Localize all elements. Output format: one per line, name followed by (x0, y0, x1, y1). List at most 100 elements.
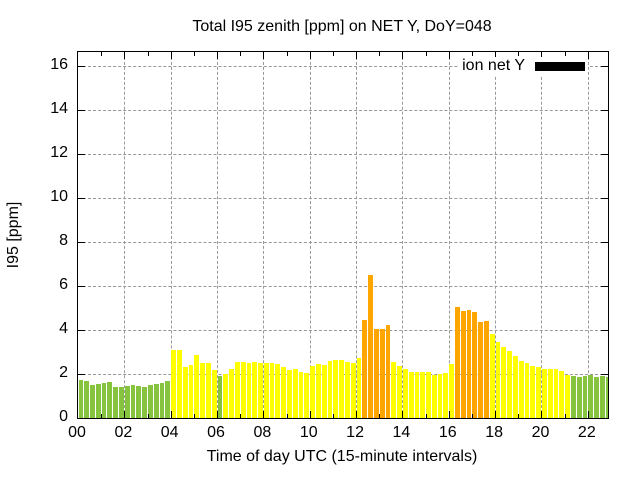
x-tick-mark (587, 52, 589, 59)
bar (339, 359, 344, 418)
bar (263, 363, 269, 418)
bar (327, 360, 333, 418)
bar (90, 385, 95, 418)
y-tick-mark (78, 198, 85, 199)
x-tick-mark (170, 52, 172, 59)
bar (501, 346, 507, 418)
bar (541, 368, 547, 418)
bar (397, 366, 402, 418)
y-tick-label: 6 (59, 276, 68, 293)
chart-title: Total I95 zenith [ppm] on NET Y, DoY=048 (192, 18, 492, 35)
bar (449, 364, 455, 418)
bar (95, 383, 101, 418)
bar (443, 372, 449, 418)
x-tick-mark (495, 411, 497, 418)
x-tick-label: 20 (531, 424, 550, 441)
x-tick-mark (240, 414, 242, 418)
bar (200, 363, 205, 418)
bar (240, 361, 246, 418)
bar (408, 371, 414, 418)
y-tick-mark (601, 374, 608, 375)
x-tick-mark (564, 414, 566, 418)
x-tick-mark (101, 52, 103, 56)
bar (188, 365, 194, 418)
bar (142, 387, 147, 418)
x-tick-mark (217, 411, 219, 418)
bar (345, 361, 350, 418)
bar (368, 275, 373, 418)
gridline-y (78, 198, 608, 199)
bar (113, 387, 119, 418)
y-tick-label: 0 (59, 408, 68, 425)
y-tick-mark (78, 110, 85, 111)
gridline-x (217, 52, 219, 418)
bar (159, 382, 165, 418)
bar (246, 363, 252, 418)
bar (518, 360, 524, 418)
bar (594, 377, 599, 418)
bar (588, 375, 594, 418)
y-tick-label: 12 (50, 144, 68, 161)
bar (466, 310, 472, 418)
bar (524, 363, 530, 418)
bar (217, 376, 223, 418)
x-tick-mark (332, 414, 334, 418)
bar (258, 363, 263, 418)
bar (391, 361, 397, 418)
y-tick-mark (78, 374, 85, 375)
gridline-y (78, 154, 608, 155)
y-tick-mark (601, 242, 608, 243)
x-tick-mark (193, 414, 195, 418)
gridline-x (170, 52, 172, 418)
bar (513, 356, 518, 418)
bar (507, 350, 512, 418)
x-tick-mark (101, 414, 103, 418)
bar (316, 364, 321, 418)
bar (431, 375, 437, 418)
bar (153, 383, 159, 418)
bar (298, 371, 304, 418)
x-tick-label: 12 (346, 424, 364, 441)
y-axis-title: I95 [ppm] (5, 201, 22, 269)
x-tick-mark (518, 414, 520, 418)
gridline-y (78, 66, 608, 67)
y-tick-mark (601, 110, 608, 111)
bar (223, 374, 229, 418)
x-tick-mark (541, 411, 543, 418)
x-tick-mark (448, 411, 450, 418)
gridline-x (448, 52, 450, 418)
x-tick-label: 16 (438, 424, 457, 441)
bar (333, 359, 339, 418)
bar (437, 374, 443, 418)
bar (107, 381, 113, 418)
gridline-x (495, 52, 497, 418)
gridline-x (309, 52, 311, 418)
y-tick-label: 8 (59, 232, 68, 249)
x-tick-label: 04 (160, 424, 179, 441)
x-tick-mark (263, 411, 265, 418)
x-tick-mark (379, 52, 381, 56)
bar (605, 377, 608, 418)
x-tick-mark (379, 414, 381, 418)
bar (455, 306, 460, 418)
bar (576, 377, 582, 418)
y-tick-label: 16 (50, 56, 68, 73)
x-tick-label: 00 (68, 424, 86, 441)
x-tick-label: 02 (114, 424, 133, 441)
x-tick-mark (471, 414, 473, 418)
y-tick-mark (78, 66, 85, 67)
bar (171, 349, 176, 418)
x-tick-mark (356, 411, 358, 418)
bar (373, 328, 379, 418)
legend-swatch (535, 61, 585, 71)
bar (78, 379, 84, 418)
x-tick-mark (170, 411, 172, 418)
y-tick-mark (78, 154, 85, 155)
x-tick-mark (425, 52, 427, 56)
y-tick-mark (601, 198, 608, 199)
x-tick-mark (541, 52, 543, 59)
y-tick-mark (601, 154, 608, 155)
x-tick-mark (286, 414, 288, 418)
bar (252, 361, 258, 418)
x-tick-mark (332, 52, 334, 56)
